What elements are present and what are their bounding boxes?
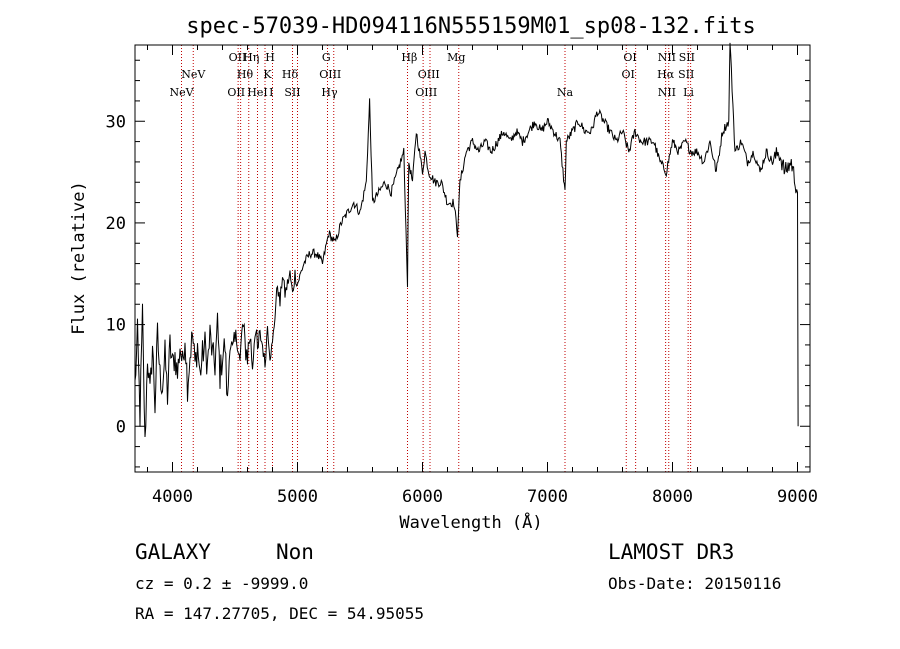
line-label-22: NII [658, 51, 676, 64]
survey-name: LAMOST DR3 [608, 540, 734, 564]
obs-date: Obs-Date: 20150116 [608, 574, 781, 593]
x-tick-label: 9000 [777, 487, 818, 507]
spectrum-series [134, 42, 799, 438]
x-axis-label: Wavelength (Å) [399, 511, 542, 533]
line-label-0: NeV [169, 86, 194, 99]
line-label-17: OIII [415, 86, 437, 99]
line-label-15: Hβ [401, 51, 417, 64]
line-label-23: Hα [657, 68, 675, 81]
line-label-8: K [263, 68, 272, 81]
line-label-21: OI [621, 68, 634, 81]
object-subclass: Non [276, 540, 314, 564]
x-tick-label: 5000 [277, 487, 318, 507]
line-label-9: I [269, 86, 273, 99]
plot-frame [134, 44, 811, 473]
y-tick-label: 30 [106, 112, 126, 132]
x-tick-label: 8000 [652, 487, 693, 507]
y-tick-label: 10 [106, 316, 126, 336]
y-tick-label: 0 [116, 417, 126, 437]
object-class: GALAXY [135, 540, 211, 564]
chart-title: spec-57039-HD094116N555159M01_sp08-132.f… [186, 14, 756, 39]
line-label-24: NII [658, 86, 676, 99]
line-label-4: Hθ [237, 68, 254, 81]
line-label-11: SII [284, 86, 300, 99]
line-label-7: H [265, 51, 275, 64]
y-axis-label: Flux (relative) [69, 181, 89, 335]
line-label-3: OII [229, 51, 247, 64]
y-tick-label: 20 [106, 214, 126, 234]
line-label-1: NeV [181, 68, 206, 81]
line-label-6: HeI [247, 86, 267, 99]
line-label-2: OII [227, 86, 245, 99]
line-label-14: Hγ [321, 86, 338, 99]
emission-line-labels: NeVNeVOIIOIIHθHηHeIHKIHδSIIGOIIIHγHβOIII… [169, 51, 695, 99]
line-label-27: Li [683, 86, 694, 99]
line-label-25: SII [679, 51, 695, 64]
line-label-26: SII [678, 68, 694, 81]
line-label-12: G [322, 51, 331, 64]
x-tick-label: 4000 [152, 487, 193, 507]
x-tick-label: 7000 [527, 487, 568, 507]
line-label-5: Hη [243, 51, 259, 64]
ra-dec: RA = 147.27705, DEC = 54.95055 [135, 604, 424, 623]
line-label-18: Mg [447, 51, 465, 64]
line-label-19: Na [557, 86, 574, 99]
line-label-16: OIII [418, 68, 440, 81]
line-label-13: OIII [319, 68, 341, 81]
line-label-20: OI [623, 51, 636, 64]
line-label-10: Hδ [282, 68, 299, 81]
spectrum-line [134, 42, 799, 438]
axis-ticks: 4000 5000 6000 7000 8000 9000 0 10 20 30 [106, 45, 818, 507]
x-tick-label: 6000 [402, 487, 443, 507]
emission-line-markers [181, 45, 692, 472]
redshift-text: cz = 0.2 ± -9999.0 [135, 574, 308, 593]
